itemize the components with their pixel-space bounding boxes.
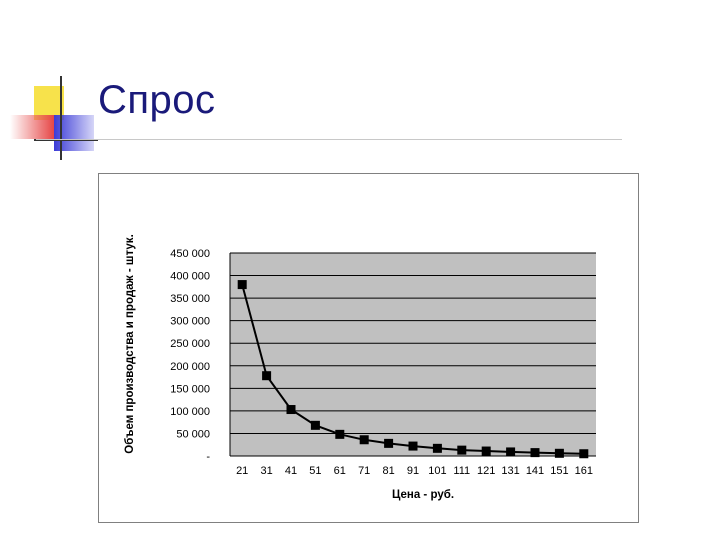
data-point-marker <box>530 448 540 458</box>
data-point-marker <box>237 280 247 290</box>
x-tick-labels: 21 31 41 51 61 71 81 91 101 111 121 131 141 151 161 <box>236 465 593 477</box>
data-point-marker <box>384 438 394 448</box>
data-point-marker <box>579 449 589 459</box>
series-markers <box>237 280 589 459</box>
data-point-marker <box>432 443 442 453</box>
gridlines <box>229 252 596 457</box>
data-point-marker <box>408 441 418 451</box>
data-point-marker <box>310 420 320 430</box>
x-tick-label: 141 <box>526 465 544 477</box>
data-point-marker <box>262 371 272 381</box>
data-point-marker <box>286 405 296 415</box>
x-tick-label: 151 <box>550 465 568 477</box>
title-underline <box>36 139 622 140</box>
data-point-marker <box>554 448 564 458</box>
y-tick-label: 250 000 <box>170 338 210 350</box>
decor-red-square <box>10 115 54 139</box>
y-tick-label: 400 000 <box>170 271 210 283</box>
x-tick-label: 41 <box>285 465 297 477</box>
y-tick-label: 300 000 <box>170 316 210 328</box>
slide-title: Спрос <box>98 78 216 122</box>
y-tick-label: 350 000 <box>170 293 210 305</box>
plot-area <box>230 253 596 456</box>
decor-yellow-square <box>34 86 64 120</box>
demand-chart: - 50 000 100 000 150 000 200 000 250 000 300 0… <box>124 234 596 501</box>
y-tick-label: - <box>206 451 210 463</box>
data-point-marker <box>506 447 516 457</box>
x-axis-label: Цена - руб. <box>392 489 454 501</box>
x-tick-label: 121 <box>477 465 495 477</box>
x-tick-label: 91 <box>407 465 419 477</box>
decor-vertical-line <box>60 76 62 160</box>
data-point-marker <box>481 446 491 456</box>
data-point-marker <box>457 445 467 455</box>
y-tick-label: 50 000 <box>176 428 210 440</box>
data-point-marker <box>359 435 369 445</box>
x-tick-label: 31 <box>260 465 272 477</box>
x-tick-label: 21 <box>236 465 248 477</box>
decor-horizontal-line <box>34 139 98 141</box>
x-tick-label: 51 <box>309 465 321 477</box>
x-tick-label: 81 <box>382 465 394 477</box>
y-tick-label: 150 000 <box>170 383 210 395</box>
x-tick-label: 61 <box>334 465 346 477</box>
y-tick-labels: - 50 000 100 000 150 000 200 000 250 000 300 0… <box>170 248 210 463</box>
data-point-marker <box>335 429 345 439</box>
x-tick-label: 71 <box>358 465 370 477</box>
x-tick-label: 111 <box>453 465 470 477</box>
y-axis-label: Объем производства и продаж - штук. <box>124 234 136 454</box>
x-tick-label: 131 <box>501 465 519 477</box>
y-tick-label: 450 000 <box>170 248 210 260</box>
y-tick-label: 200 000 <box>170 361 210 373</box>
y-tick-label: 100 000 <box>170 406 210 418</box>
x-tick-label: 101 <box>428 465 446 477</box>
x-tick-label: 161 <box>575 465 593 477</box>
chart-frame: - 50 000 100 000 150 000 200 000 250 000 300 0… <box>98 173 639 523</box>
